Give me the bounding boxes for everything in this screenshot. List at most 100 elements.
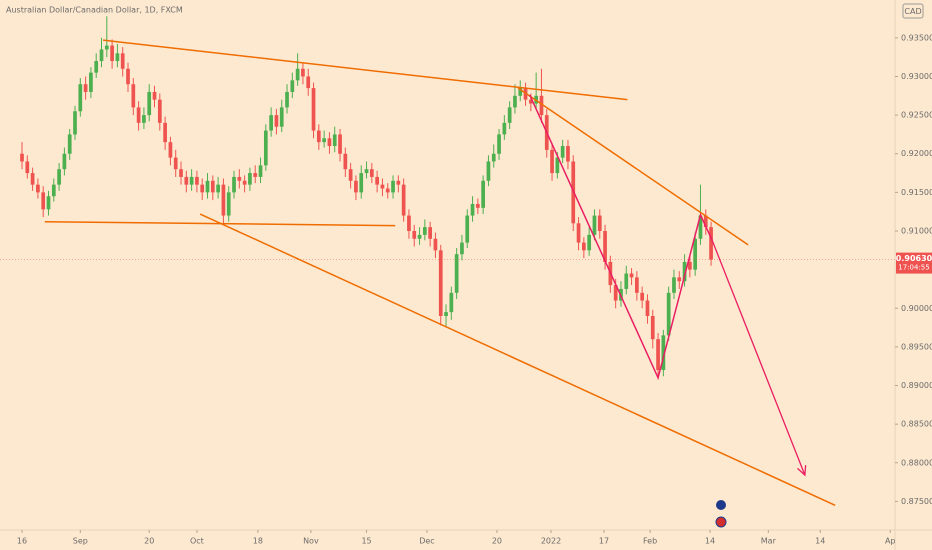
event-flag-aud[interactable] [716,500,726,510]
candle-body [650,315,655,340]
trendline [199,213,836,506]
candle-body [555,157,560,174]
candle-body [407,215,411,232]
candle-body [682,261,687,282]
candle-body [115,53,120,62]
candle-body [279,107,284,127]
candle-body [205,180,210,193]
candle-body [454,254,459,293]
candle-body [486,161,491,181]
y-tick-label: 0.88000 [901,458,932,467]
candle-body [126,68,130,85]
trendline [517,87,749,246]
candle-body [221,184,226,216]
y-tick-label: 0.89500 [901,342,932,351]
candle-body [184,176,189,185]
candle-body [348,169,353,181]
candle-body [99,49,104,62]
candle-body [470,203,475,216]
candle-body [417,234,422,239]
candle-body [142,115,146,123]
candle-body [597,215,602,232]
x-tick-label: 2022 [541,537,561,546]
candle-body [62,153,67,170]
candle-body [152,91,157,100]
x-tick-label: 14 [705,537,715,546]
candle-body [78,84,83,112]
price-label-box [896,252,932,274]
candle-body [518,88,523,96]
price-countdown: 17:04:55 [898,264,929,272]
candle-body [513,95,517,108]
candle-body [57,169,61,185]
candle-body [613,285,618,301]
candle-body [587,234,592,251]
trendline [529,94,713,381]
candle-body [412,231,417,239]
candle-body [200,184,205,193]
candle-body [253,173,258,177]
candle-body [698,215,703,239]
candle-body [94,61,99,73]
candle-body [189,176,194,185]
candle-body [104,45,109,50]
candle-body [666,292,671,336]
candle-body [369,169,374,177]
candle-body [592,215,597,235]
candle-body [703,215,708,228]
candle-body [354,180,358,193]
candle-body [582,242,586,251]
candle-body [576,223,581,243]
candle-body [693,238,698,270]
candle-body [539,95,544,116]
price-label: 0.90630 [896,254,932,263]
candle-body [322,138,326,143]
currency-box[interactable] [902,3,924,19]
candle-body [25,161,30,174]
candle-body [449,292,454,313]
candle-body [343,153,348,170]
candle-body [311,88,316,131]
x-tick-label: Mar [761,537,777,546]
x-tick-label: Ap [885,537,896,546]
candle-body [475,203,480,208]
y-tick-label: 0.87500 [901,497,932,506]
candle-body [73,111,77,135]
candle-body [67,134,72,154]
candle-body [428,227,432,239]
x-tick-label: 20 [144,537,154,546]
candle-body [433,238,438,251]
y-tick-label: 0.90000 [901,304,932,313]
candle-body [136,107,141,123]
candle-body [120,53,125,69]
x-tick-label: Sep [73,537,88,546]
candle-body [20,153,24,162]
currency-label[interactable]: CAD [904,7,921,16]
candle-body [364,169,369,174]
candle-body [502,122,507,135]
candle-body [110,45,114,62]
candle-body [629,273,634,278]
candle-body [560,146,565,158]
candle-body [677,277,682,282]
x-tick-label: 15 [361,537,371,546]
x-tick-label: Dec [419,537,434,546]
candle-body [263,130,268,166]
candle-body [550,149,554,174]
candle-body [157,99,162,123]
candle-body [385,188,390,193]
candle-body [51,184,56,197]
candle-body [46,196,51,210]
candle-body [147,91,152,116]
event-flag-cad[interactable] [715,516,727,528]
candle-body [709,227,713,260]
candle-body [89,72,93,92]
candle-body [635,277,639,293]
candle-body [444,312,448,316]
x-tick-label: 16 [17,537,27,546]
candle-body [380,184,385,189]
candle-body [36,184,40,193]
candle-body [375,176,379,185]
candle-body [460,242,464,255]
